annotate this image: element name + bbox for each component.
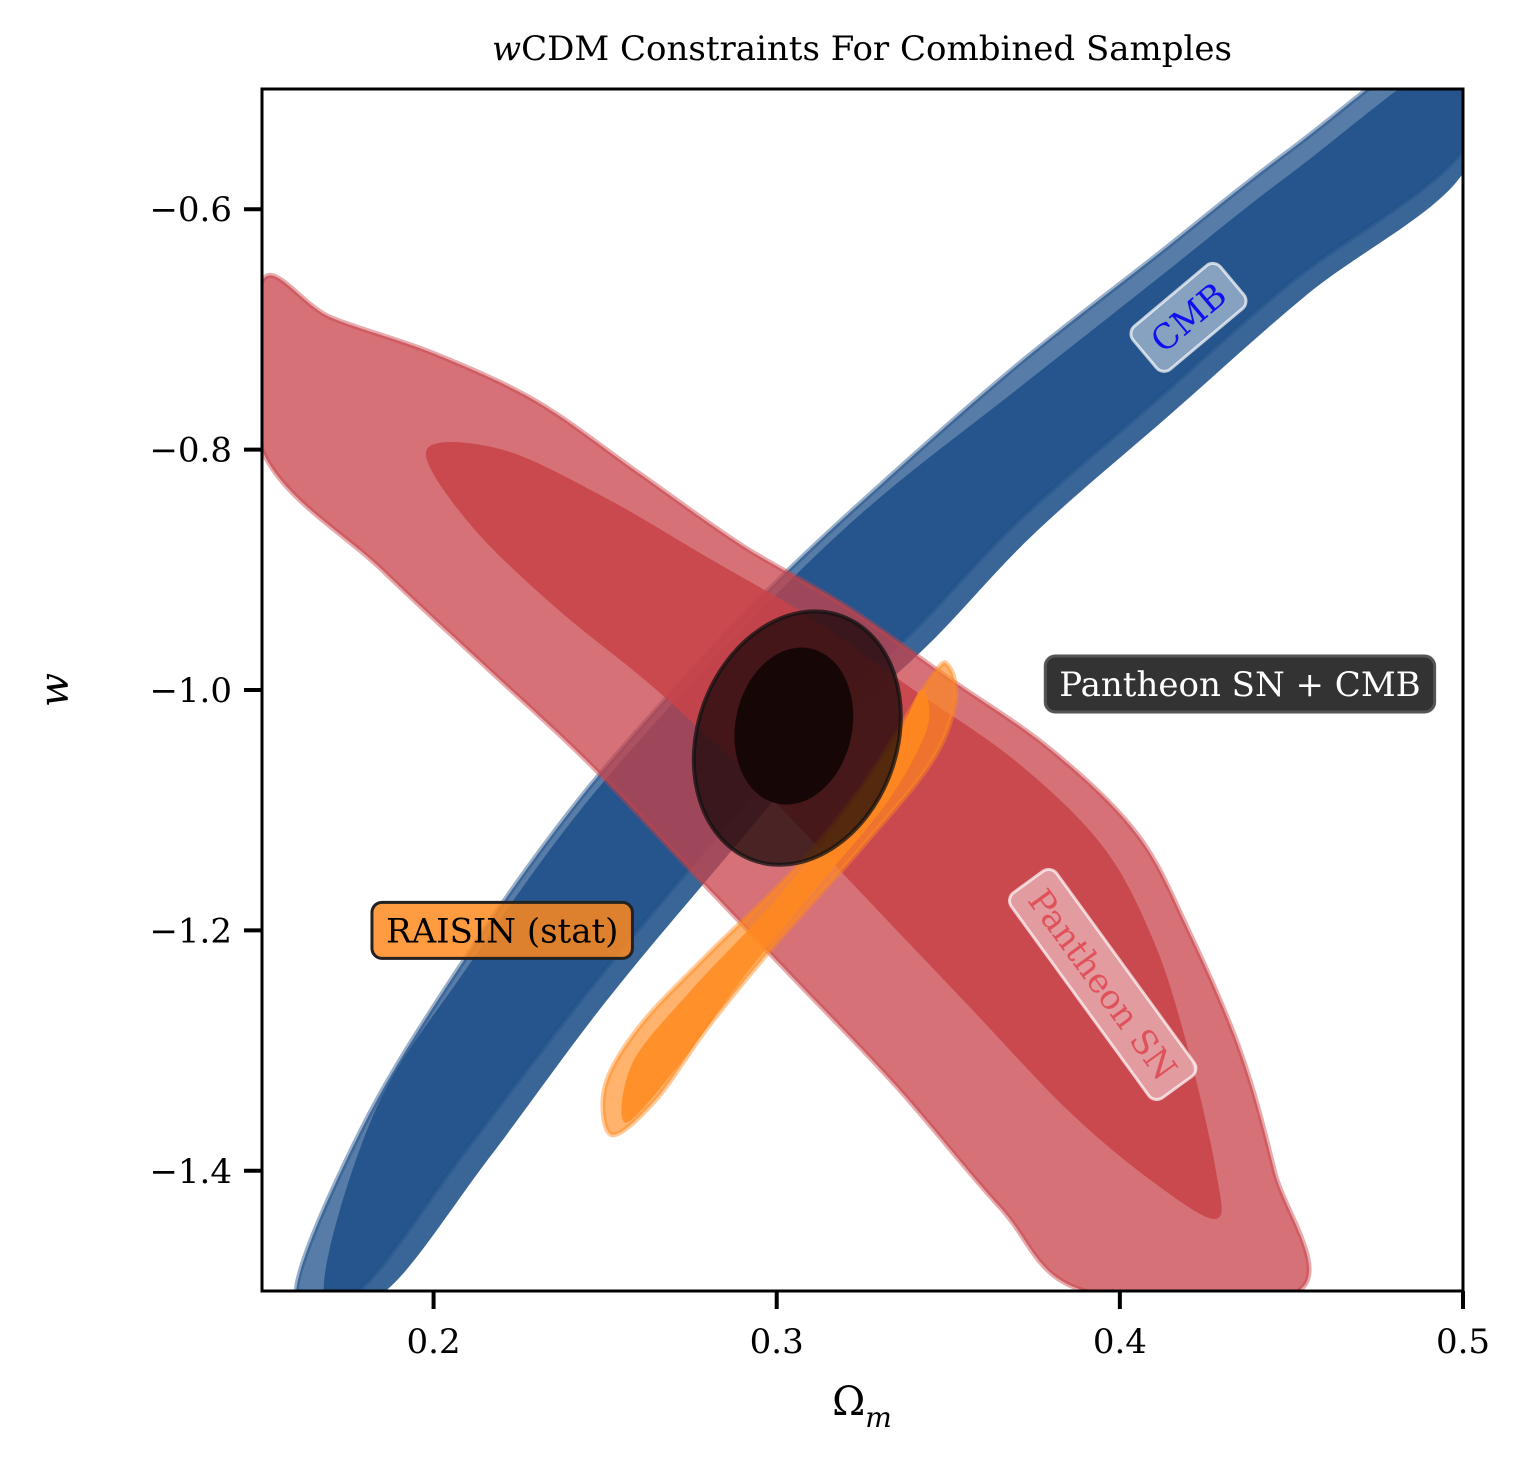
chart-title: wCDM Constraints For Combined Samples [492, 29, 1232, 69]
x-axis-label-main: Ω [832, 1379, 865, 1425]
annotation-text: Pantheon SN + CMB [1059, 665, 1420, 705]
y-axis: −0.6 −0.8 −1.0 −1.2 −1.4 [149, 190, 262, 1192]
contour-1sigma [621, 689, 930, 1123]
contour-1sigma [323, 89, 1463, 1291]
annotation-pantheon-sn-cmb: Pantheon SN + CMB [1043, 654, 1437, 714]
x-axis-label: Ωm [832, 1379, 892, 1434]
annotation-box [370, 900, 634, 960]
chart-title-italic: w [492, 29, 521, 69]
chart-title-rest: CDM Constraints For Combined Samples [521, 29, 1232, 69]
x-axis: 0.2 0.3 0.4 0.5 [407, 1291, 1490, 1362]
y-tick-label: −1.4 [149, 1152, 232, 1192]
annotation-box [1008, 867, 1198, 1101]
series-pantheon-sn-cmb [691, 609, 903, 867]
y-tick-label: −0.6 [149, 190, 232, 230]
x-tick-label: 0.3 [750, 1322, 804, 1362]
contour-1sigma [734, 647, 854, 805]
annotation-box [1043, 654, 1437, 714]
x-tick-label: 0.5 [1436, 1322, 1490, 1362]
x-tick-label: 0.4 [1093, 1322, 1147, 1362]
y-tick-label: −1.2 [149, 911, 232, 951]
annotation-raisin-stat: RAISIN (stat) [370, 900, 634, 960]
y-axis-label: w [32, 673, 78, 707]
x-axis-label-sub: m [865, 1401, 892, 1434]
y-tick-label: −0.8 [149, 431, 232, 471]
contour-layer [262, 89, 1463, 1291]
x-tick-label: 0.2 [407, 1322, 461, 1362]
annotation-cmb: CMB [1129, 261, 1248, 373]
y-tick-label: −1.0 [149, 671, 232, 711]
annotation-text: RAISIN (stat) [386, 911, 618, 951]
annotation-box [1129, 261, 1248, 373]
